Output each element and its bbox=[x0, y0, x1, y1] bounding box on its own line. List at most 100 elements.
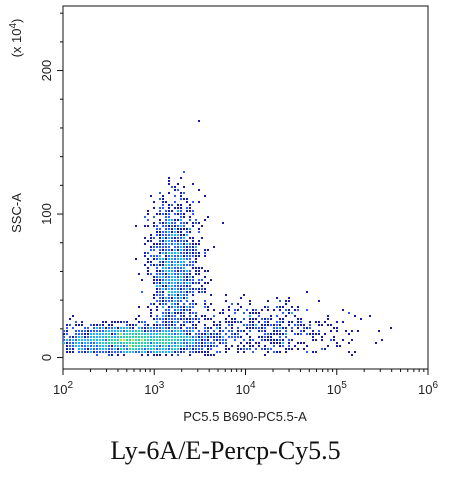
event-dot bbox=[84, 330, 86, 332]
event-dot bbox=[207, 330, 209, 332]
event-dot bbox=[192, 213, 194, 215]
event-dot bbox=[123, 336, 125, 338]
event-dot bbox=[258, 345, 260, 347]
event-dot bbox=[123, 354, 125, 356]
event-dot bbox=[105, 330, 107, 332]
event-dot bbox=[174, 303, 176, 305]
event-dot bbox=[180, 219, 182, 221]
event-dot bbox=[66, 339, 68, 341]
event-dot bbox=[204, 303, 206, 305]
event-dot bbox=[306, 351, 308, 353]
event-dot bbox=[189, 291, 191, 293]
event-dot bbox=[288, 339, 290, 341]
event-dot bbox=[162, 198, 164, 200]
event-dot bbox=[165, 312, 167, 314]
event-dot bbox=[186, 342, 188, 344]
event-dot bbox=[90, 348, 92, 350]
event-dot bbox=[177, 318, 179, 320]
event-dot bbox=[138, 333, 140, 335]
event-dot bbox=[132, 333, 134, 335]
event-dot bbox=[165, 267, 167, 269]
event-dot bbox=[147, 342, 149, 344]
event-dot bbox=[297, 306, 299, 308]
event-dot bbox=[165, 285, 167, 287]
event-dot bbox=[141, 291, 143, 293]
event-dot bbox=[249, 300, 251, 302]
event-dot bbox=[198, 339, 200, 341]
event-dot bbox=[234, 336, 236, 338]
event-dot bbox=[165, 216, 167, 218]
event-dot bbox=[177, 228, 179, 230]
event-dot bbox=[207, 333, 209, 335]
event-dot bbox=[99, 336, 101, 338]
event-dot bbox=[189, 306, 191, 308]
event-dot bbox=[135, 339, 137, 341]
event-dot bbox=[99, 324, 101, 326]
event-dot bbox=[90, 345, 92, 347]
event-dot bbox=[267, 300, 269, 302]
event-dot bbox=[237, 321, 239, 323]
event-dot bbox=[183, 234, 185, 236]
event-dot bbox=[186, 306, 188, 308]
event-dot bbox=[180, 273, 182, 275]
event-dot bbox=[168, 222, 170, 224]
event-dot bbox=[147, 210, 149, 212]
event-dot bbox=[192, 240, 194, 242]
event-dot bbox=[228, 315, 230, 317]
event-dot bbox=[165, 258, 167, 260]
event-dot bbox=[198, 231, 200, 233]
event-dot bbox=[180, 195, 182, 197]
event-dot bbox=[210, 279, 212, 281]
x-tick-label: 103 bbox=[144, 380, 164, 397]
event-dot bbox=[168, 294, 170, 296]
event-dot bbox=[192, 261, 194, 263]
event-dot bbox=[177, 276, 179, 278]
event-dot bbox=[162, 339, 164, 341]
event-dot bbox=[168, 318, 170, 320]
event-dot bbox=[303, 348, 305, 350]
event-dot bbox=[249, 324, 251, 326]
event-dot bbox=[228, 306, 230, 308]
event-dot bbox=[165, 327, 167, 329]
event-dot bbox=[222, 342, 224, 344]
event-dot bbox=[288, 324, 290, 326]
event-dot bbox=[144, 327, 146, 329]
event-dot bbox=[162, 249, 164, 251]
event-dot bbox=[207, 216, 209, 218]
event-dot bbox=[153, 297, 155, 299]
event-dot bbox=[153, 246, 155, 248]
event-dot bbox=[72, 348, 74, 350]
event-dot bbox=[165, 237, 167, 239]
event-dot bbox=[273, 345, 275, 347]
event-dot bbox=[138, 327, 140, 329]
event-dot bbox=[141, 339, 143, 341]
y-axis-label: SSC-A bbox=[9, 193, 24, 233]
event-dot bbox=[135, 336, 137, 338]
event-dot bbox=[96, 324, 98, 326]
event-dot bbox=[183, 237, 185, 239]
event-dot bbox=[159, 198, 161, 200]
event-dot bbox=[147, 348, 149, 350]
event-dot bbox=[168, 327, 170, 329]
event-dot bbox=[90, 333, 92, 335]
event-dot bbox=[195, 312, 197, 314]
event-dot bbox=[204, 255, 206, 257]
event-dot bbox=[255, 348, 257, 350]
event-dot bbox=[117, 339, 119, 341]
event-dot bbox=[63, 333, 65, 335]
event-dot bbox=[69, 336, 71, 338]
event-dot bbox=[306, 327, 308, 329]
event-dot bbox=[156, 333, 158, 335]
event-dot bbox=[105, 336, 107, 338]
event-dot bbox=[180, 252, 182, 254]
event-dot bbox=[147, 252, 149, 254]
event-dot bbox=[156, 342, 158, 344]
event-dot bbox=[174, 285, 176, 287]
event-dot bbox=[192, 282, 194, 284]
event-dot bbox=[348, 351, 350, 353]
event-dot bbox=[213, 345, 215, 347]
event-dot bbox=[165, 270, 167, 272]
event-dot bbox=[126, 321, 128, 323]
event-dot bbox=[156, 264, 158, 266]
event-dot bbox=[228, 309, 230, 311]
